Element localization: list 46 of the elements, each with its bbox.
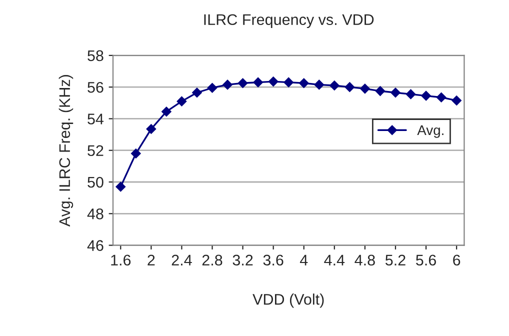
- point: [253, 77, 263, 88]
- y-tick-label: 52: [88, 145, 104, 156]
- x-tick-label: 2: [148, 254, 155, 266]
- x-tick-label: 2.8: [202, 254, 222, 266]
- point: [222, 80, 232, 90]
- x-tick-label: 1.6: [111, 254, 131, 266]
- point: [436, 92, 446, 102]
- x-tick-label: 4: [300, 254, 308, 266]
- point: [130, 148, 141, 158]
- x-tick-label: 3.6: [263, 254, 284, 266]
- chart-title: ILRC Frequency vs. VDD: [204, 14, 374, 28]
- x-tick-label: 5.6: [416, 254, 436, 266]
- point: [268, 76, 278, 86]
- y-tick-label: 54: [88, 114, 104, 124]
- point: [390, 88, 400, 98]
- point: [176, 96, 187, 106]
- point: [207, 82, 218, 93]
- point: [192, 88, 202, 98]
- point: [116, 182, 126, 192]
- y-axis-title: Avg. ILRC Freq. (KHz): [58, 75, 74, 227]
- point: [375, 86, 386, 96]
- y-tick-label: 48: [87, 208, 104, 220]
- point: [329, 80, 340, 90]
- x-tick-label: 6: [453, 254, 460, 266]
- x-tick-label: 5.2: [385, 254, 406, 266]
- point: [238, 78, 248, 88]
- point: [298, 78, 309, 88]
- point: [284, 77, 294, 88]
- x-tick-label: 4.8: [354, 254, 375, 266]
- y-tick-label: 56: [88, 82, 104, 93]
- point: [314, 80, 324, 90]
- point: [146, 124, 156, 134]
- x-tick-label: 3.2: [232, 254, 253, 266]
- point: [360, 84, 370, 94]
- legend-label: Avg.: [417, 125, 444, 138]
- x-tick-label: 2.4: [172, 254, 192, 266]
- point: [344, 82, 355, 92]
- point: [421, 90, 431, 101]
- y-tick-label: 58: [88, 50, 104, 62]
- y-tick-label: 50: [88, 176, 104, 188]
- point: [406, 89, 416, 100]
- point: [452, 96, 462, 106]
- x-tick-label: 4.4: [324, 254, 345, 266]
- y-tick-label: 46: [87, 240, 104, 251]
- x-axis-title: VDD (Volt): [252, 294, 324, 308]
- point: [162, 106, 172, 117]
